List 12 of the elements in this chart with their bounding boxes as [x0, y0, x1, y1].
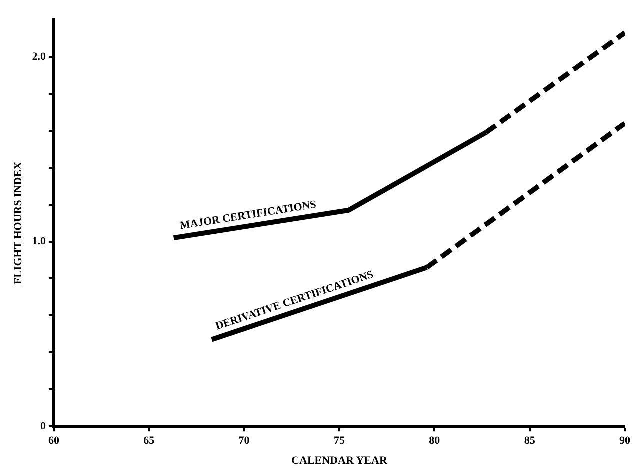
- x-tick-label: 65: [144, 435, 156, 448]
- y-tick-label: 0: [40, 420, 46, 432]
- y-tick-label: 2.0: [32, 50, 46, 63]
- x-axis-title: CALENDAR YEAR: [292, 455, 388, 468]
- x-tick-label: 90: [620, 435, 631, 448]
- x-tick-label: 70: [238, 435, 250, 448]
- x-tick-label: 75: [334, 435, 346, 448]
- x-tick-label: 60: [48, 435, 60, 448]
- y-tick-label: 1.0: [32, 236, 46, 248]
- x-tick-label: 80: [429, 435, 441, 448]
- y-axis-title: FLIGHT HOURS INDEX: [12, 162, 24, 285]
- x-tick-label: 85: [524, 435, 536, 448]
